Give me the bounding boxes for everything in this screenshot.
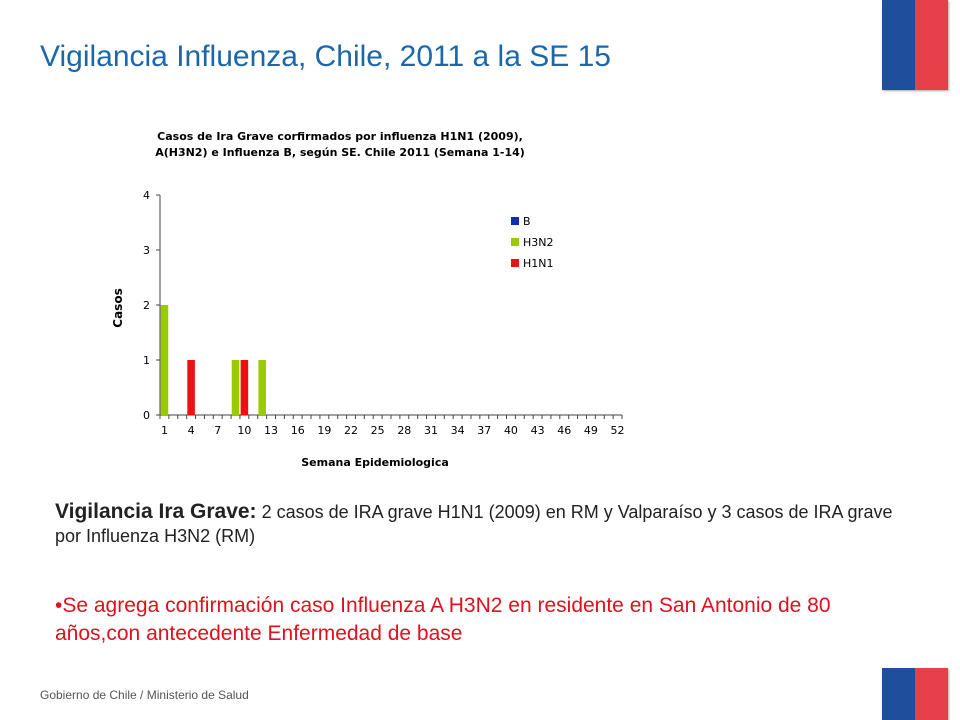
legend-swatch-b [511,217,519,225]
body-text: Vigilancia Ira Grave: 2 casos de IRA gra… [55,500,915,548]
y-axis-label: Casos [111,288,125,327]
x-axis-label: Semana Epidemiologica [301,456,449,469]
y-tick-label: 1 [143,354,150,367]
bar-h3n2-week-12 [258,360,266,415]
y-tick-label: 4 [143,189,150,202]
bar-h3n2-week-9 [231,360,240,415]
chart-title-line1: Casos de Ira Grave corfirmados por influ… [157,130,523,143]
chart-title-line2: A(H3N2) e Influenza B, según SE. Chile 2… [155,146,525,159]
x-tick-label: 13 [264,424,278,437]
x-tick-label: 49 [584,424,598,437]
x-tick-label: 37 [477,424,491,437]
x-tick-label: 34 [451,424,465,437]
legend-label-h1n1: H1N1 [523,257,554,270]
flag-logo-bottom [882,668,948,720]
x-tick-label: 22 [344,424,358,437]
x-tick-label: 43 [531,424,545,437]
body-lead: Vigilancia Ira Grave: [55,500,257,523]
body-detail: 2 casos de IRA grave H1N1 (2009) en RM y… [55,502,893,546]
x-tick-label: 4 [188,424,195,437]
chart: Casos de Ira Grave corfirmados por influ… [111,130,625,469]
bullet-text: •Se agrega confirmación caso Influenza A… [55,594,831,645]
x-tick-label: 19 [317,424,331,437]
bar-h1n1-week-10 [240,360,249,415]
x-tick-label: 16 [291,424,305,437]
y-tick-label: 0 [143,409,150,422]
x-tick-label: 25 [371,424,385,437]
legend-label-b: B [523,215,531,228]
x-tick-label: 31 [424,424,438,437]
footer-text: Gobierno de Chile / Ministerio de Salud [40,688,249,702]
x-tick-label: 10 [237,424,251,437]
legend-label-h3n2: H3N2 [523,236,554,249]
legend-swatch-h3n2 [511,238,519,246]
x-tick-label: 52 [611,424,625,437]
legend-swatch-h1n1 [511,259,519,267]
x-tick-label: 7 [214,424,221,437]
slide-title: Vigilancia Influenza, Chile, 2011 a la S… [40,40,611,73]
x-tick-label: 40 [504,424,518,437]
bar-h1n1-week-4 [187,360,195,415]
x-tick-label: 46 [557,424,571,437]
x-tick-label: 1 [161,424,168,437]
y-tick-label: 3 [143,244,150,257]
x-tick-label: 28 [397,424,411,437]
bar-h3n2-week-1 [160,305,169,415]
y-tick-label: 2 [143,299,150,312]
flag-logo-top [882,0,948,90]
